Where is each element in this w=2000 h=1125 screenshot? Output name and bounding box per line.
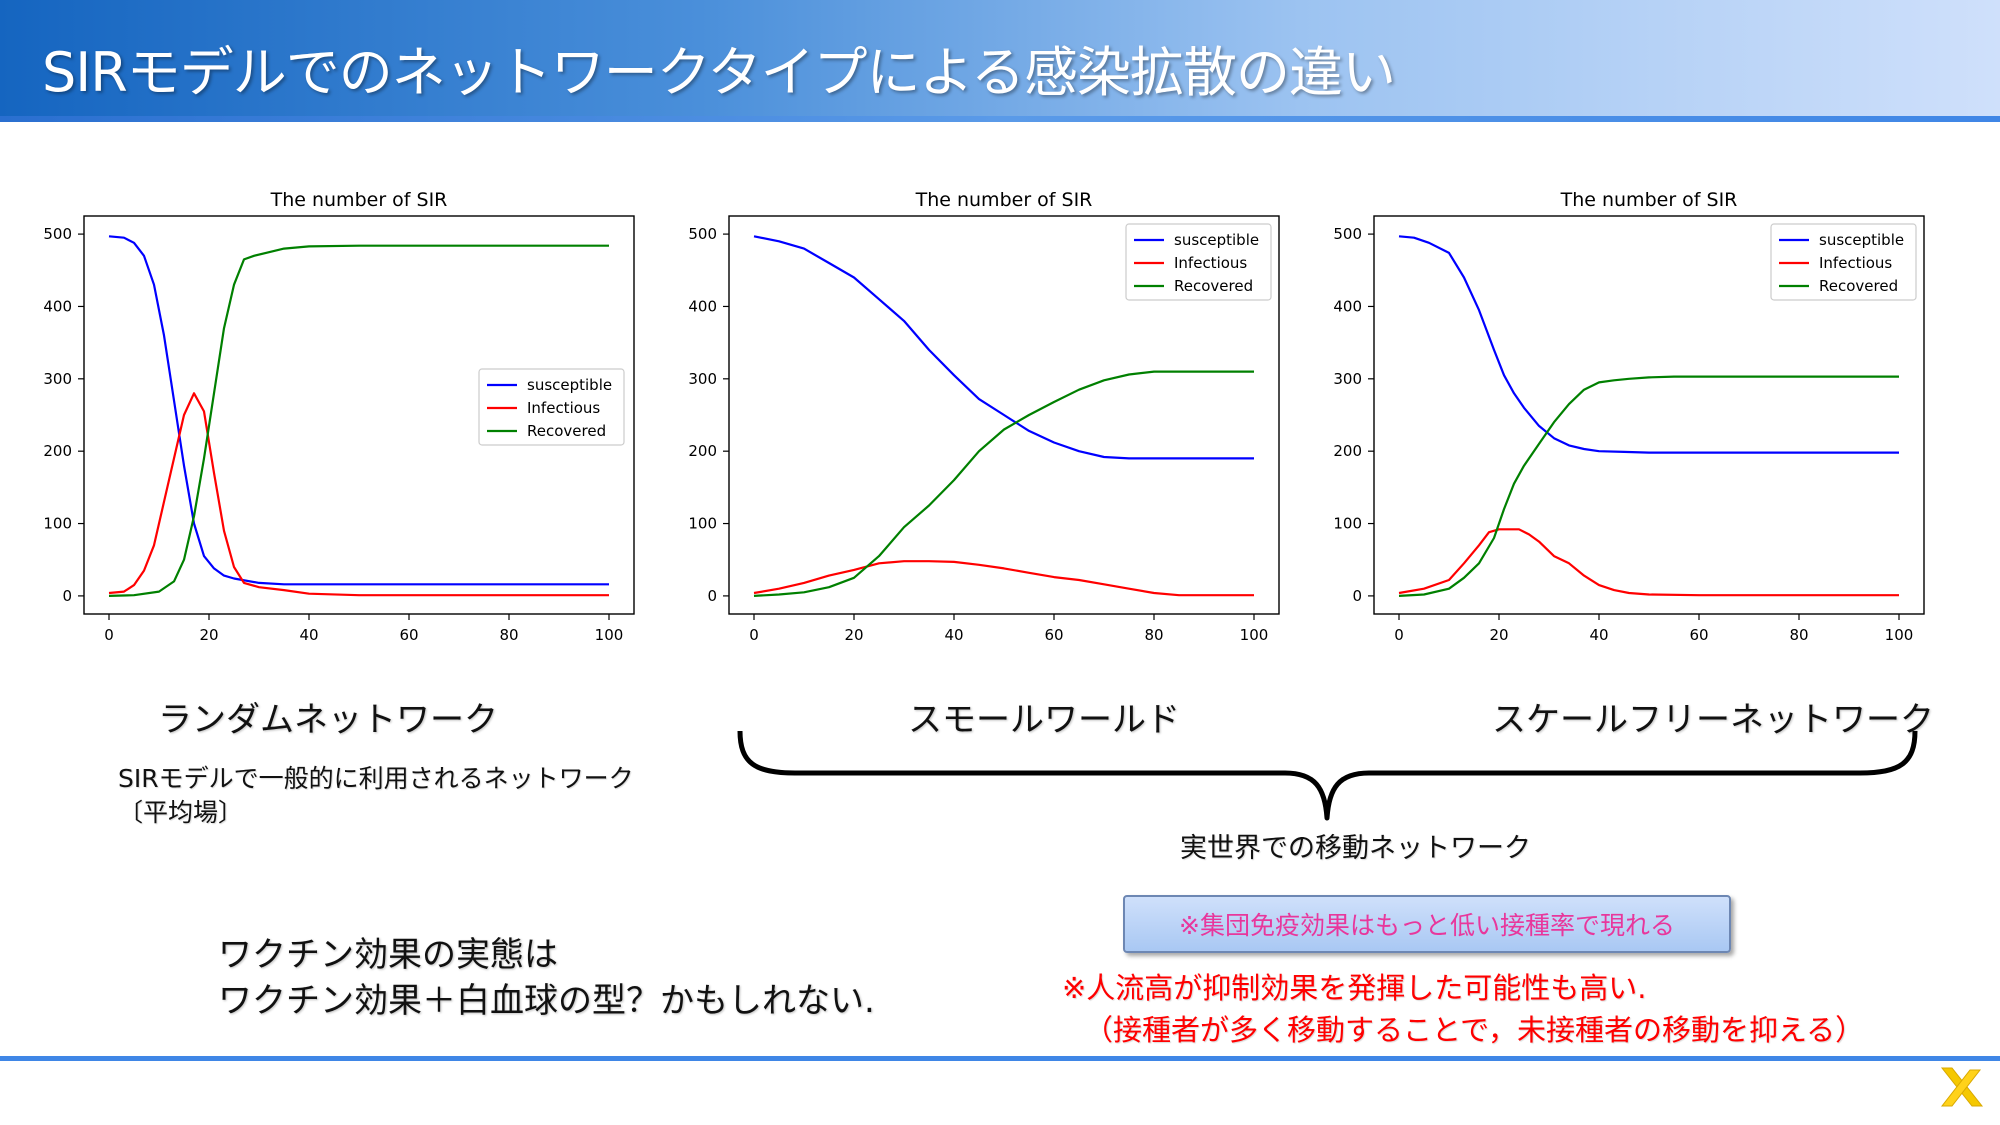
y-tick-label: 300 — [43, 370, 72, 388]
x-tick-label: 100 — [595, 626, 624, 644]
y-tick-label: 0 — [62, 587, 72, 605]
x-tick-label: 20 — [199, 626, 218, 644]
x-tick-label: 60 — [1044, 626, 1063, 644]
y-tick-label: 300 — [1333, 370, 1362, 388]
legend-label: Infectious — [1819, 254, 1892, 272]
y-tick-label: 0 — [707, 587, 717, 605]
x-tick-label: 40 — [1589, 626, 1608, 644]
x-tick-label: 80 — [499, 626, 518, 644]
plot-frame — [1373, 215, 1925, 615]
series-line-infectious — [753, 560, 1254, 597]
legend-label: Infectious — [527, 399, 600, 417]
y-tick-label: 100 — [1333, 515, 1362, 533]
chart-legend: susceptible Infectious Recovered — [1125, 223, 1272, 301]
x-tick-label: 60 — [399, 626, 418, 644]
chart-title: The number of SIR — [270, 189, 448, 211]
series-line-recovered — [753, 370, 1254, 597]
label-random-network: ランダムネットワーク — [158, 700, 498, 740]
y-tick-label: 400 — [688, 297, 717, 315]
curly-brace — [737, 730, 1918, 821]
y-tick-label: 100 — [688, 515, 717, 533]
herd-immunity-note: ※集団免疫効果はもっと低い接種率で現れる — [1123, 895, 1731, 953]
y-tick-label: 400 — [1333, 297, 1362, 315]
legend-label: susceptible — [527, 376, 612, 394]
series-line-infectious — [1398, 528, 1899, 597]
series-line-recovered — [1398, 375, 1899, 597]
x-tick-label: 100 — [1240, 626, 1269, 644]
x-tick-label: 40 — [299, 626, 318, 644]
y-tick-label: 200 — [1333, 442, 1362, 460]
legend-box — [478, 368, 625, 446]
title-bar — [0, 0, 2000, 118]
vaccine-line-1: ワクチン効果の実態は — [218, 935, 558, 975]
x-tick-label: 0 — [1394, 626, 1404, 644]
series-line-susceptible — [753, 235, 1254, 460]
y-tick-label: 500 — [43, 225, 72, 243]
series-line-recovered — [108, 244, 609, 597]
x-tick-label: 100 — [1885, 626, 1914, 644]
y-tick-label: 400 — [43, 297, 72, 315]
x-tick-label: 0 — [749, 626, 759, 644]
random-desc-line-2: 〔平均場〕 — [118, 798, 244, 827]
legend-box — [1125, 223, 1272, 301]
chart-legend: susceptible Infectious Recovered — [1770, 223, 1917, 301]
y-tick-label: 0 — [1352, 587, 1362, 605]
plot-frame — [83, 215, 635, 615]
y-tick-label: 500 — [688, 225, 717, 243]
slide-title: SIRモデルでのネットワークタイプによる感染拡散の違い — [42, 41, 1396, 104]
y-tick-label: 200 — [688, 442, 717, 460]
series-line-susceptible — [1398, 235, 1899, 454]
chart-small-world: The number of SIR 0 20 40 60 80 100 0 100 200 300 4… — [673, 180, 1303, 660]
title-underline — [0, 116, 2000, 122]
legend-box — [1770, 223, 1917, 301]
sir-chart-svg: The number of SIR 0 20 40 60 80 100 0 100 200 300 4… — [43, 189, 635, 644]
vaccine-line-2: ワクチン効果＋白血球の型？かもしれない. — [218, 981, 875, 1021]
series-line-infectious — [108, 392, 609, 597]
red-note-line-1: ※人流高が抑制効果を発揮した可能性も高い. — [1062, 971, 1647, 1005]
legend-label: Recovered — [1174, 277, 1253, 295]
random-desc-line-1: SIRモデルで一般的に利用されるネットワーク — [118, 764, 634, 793]
mobility-network-label: 実世界での移動ネットワーク — [1180, 833, 1531, 864]
herd-immunity-text: ※集団免疫効果はもっと低い接種率で現れる — [1179, 911, 1675, 940]
sir-chart-svg: The number of SIR 0 20 40 60 80 100 0 100 200 300 4… — [688, 189, 1280, 644]
chart-legend: susceptible Infectious Recovered — [478, 368, 625, 446]
y-tick-label: 500 — [1333, 225, 1362, 243]
legend-label: Infectious — [1174, 254, 1247, 272]
legend-label: susceptible — [1174, 231, 1259, 249]
plot-frame — [728, 215, 1280, 615]
mobility-suppression-note: ※人流高が抑制効果を発揮した可能性も高い. （接種者が多く移動することで，未接種… — [1062, 967, 1864, 1051]
red-note-line-2: （接種者が多く移動することで，未接種者の移動を抑える） — [1084, 1013, 1865, 1047]
chart-title: The number of SIR — [915, 189, 1093, 211]
legend-label: Recovered — [1819, 277, 1898, 295]
y-tick-label: 300 — [688, 370, 717, 388]
x-tick-label: 40 — [944, 626, 963, 644]
sir-chart-svg: The number of SIR 0 20 40 60 80 100 0 100 200 300 4… — [1333, 189, 1925, 644]
y-tick-label: 200 — [43, 442, 72, 460]
x-tick-label: 60 — [1689, 626, 1708, 644]
label-scale-free: スケールフリーネットワーク — [1492, 700, 1934, 740]
legend-label: susceptible — [1819, 231, 1904, 249]
x-tick-label: 0 — [104, 626, 114, 644]
label-small-world: スモールワールド — [908, 700, 1180, 740]
legend-label: Recovered — [527, 422, 606, 440]
yellow-x-logo-icon — [1940, 1067, 1984, 1107]
chart-scale-free: The number of SIR 0 20 40 60 80 100 0 100 200 300 4… — [1318, 180, 1948, 660]
x-tick-label: 80 — [1144, 626, 1163, 644]
footer-line — [0, 1056, 2000, 1061]
x-tick-label: 20 — [844, 626, 863, 644]
x-tick-label: 20 — [1489, 626, 1508, 644]
x-tick-label: 80 — [1789, 626, 1808, 644]
chart-random-network: The number of SIR 0 20 40 60 80 100 0 100 200 300 4… — [28, 180, 658, 660]
vaccine-effect-note: ワクチン効果の実態は ワクチン効果＋白血球の型？かもしれない. — [218, 932, 875, 1024]
random-network-description: SIRモデルで一般的に利用されるネットワーク 〔平均場〕 — [118, 762, 634, 830]
series-line-susceptible — [108, 235, 609, 586]
chart-title: The number of SIR — [1560, 189, 1738, 211]
y-tick-label: 100 — [43, 515, 72, 533]
